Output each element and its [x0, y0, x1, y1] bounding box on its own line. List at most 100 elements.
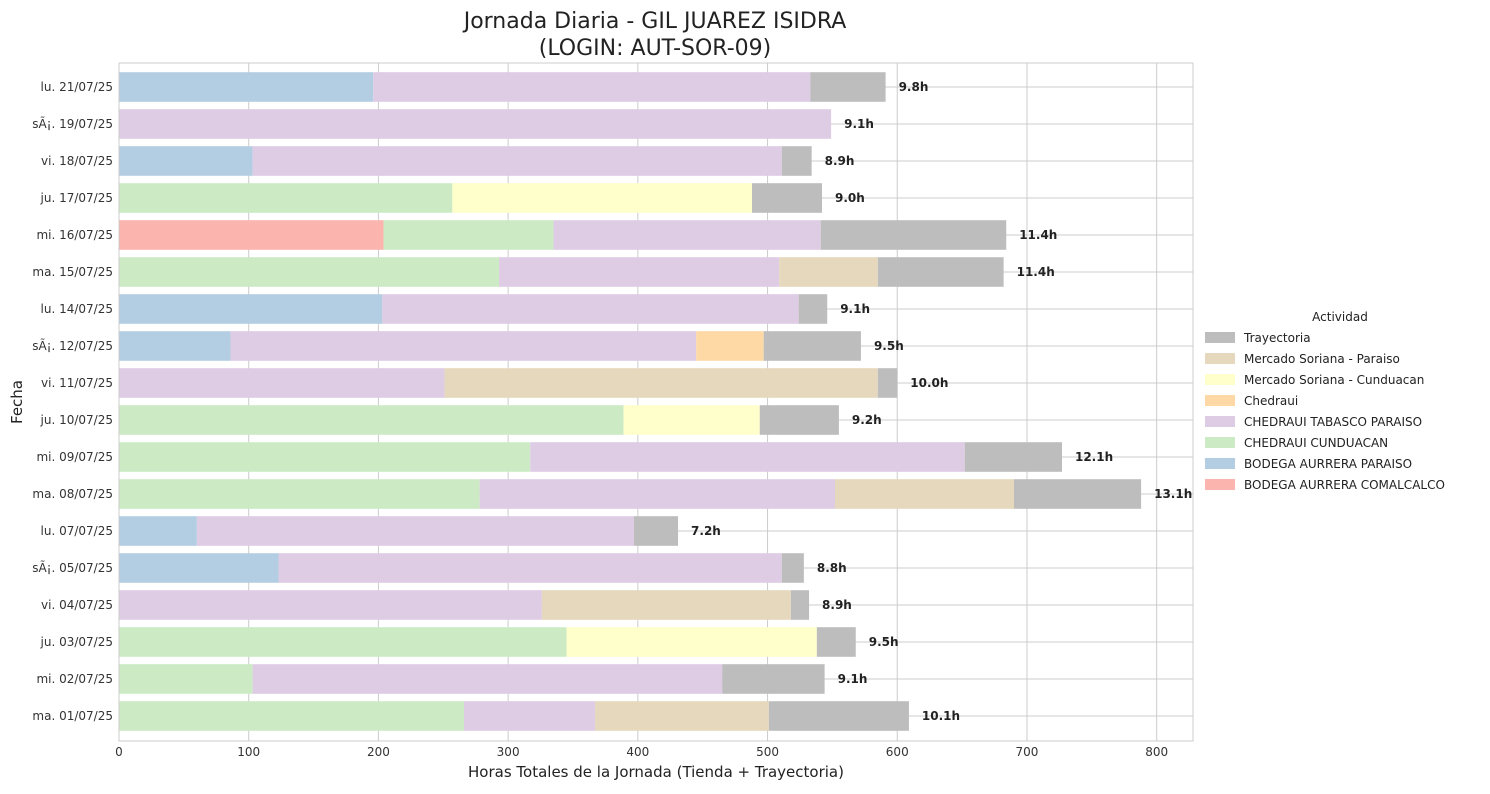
legend-label: CHEDRAUI CUNDUACAN: [1244, 436, 1388, 450]
bar-segment: [119, 331, 231, 361]
bar-segment: [119, 146, 253, 176]
y-tick-label: sÃ¡. 12/07/25: [32, 338, 113, 353]
bar-segment: [696, 331, 764, 361]
x-tick-label: 300: [497, 745, 520, 759]
bar-segment: [464, 701, 596, 731]
y-tick-label: vi. 11/07/25: [41, 376, 113, 390]
plot-frame: [118, 62, 1194, 742]
bar-segment: [444, 368, 878, 398]
x-tick-label: 800: [1145, 745, 1168, 759]
bar-segment: [119, 368, 445, 398]
x-tick-labels: 0 100 200 300 400 500 600 700 800: [115, 745, 1168, 759]
bar-total-label: 9.1h: [844, 117, 874, 131]
y-tick-label: vi. 18/07/25: [41, 154, 113, 168]
bar-total-label: 8.8h: [817, 561, 847, 575]
x-tick-label: 0: [115, 745, 123, 759]
bar-segment: [252, 146, 782, 176]
bar-segment: [763, 331, 861, 361]
bar-segment: [252, 664, 723, 694]
x-tick-label: 500: [756, 745, 779, 759]
bar-segment: [278, 553, 782, 583]
bar-segment: [119, 442, 531, 472]
y-tick-label: ma. 01/07/25: [32, 709, 113, 723]
y-tick-label: mi. 16/07/25: [36, 228, 113, 242]
x-axis-label: Horas Totales de la Jornada (Tienda + Tr…: [468, 763, 844, 781]
bar-segment: [373, 72, 811, 102]
bar-segment: [119, 183, 453, 213]
bar-segment: [541, 590, 791, 620]
bars-group: [119, 72, 1142, 731]
bar-segment: [798, 294, 828, 324]
bar-segment: [119, 590, 542, 620]
x-tick-label: 200: [367, 745, 390, 759]
bar-total-label: 11.4h: [1017, 265, 1055, 279]
bar-segment: [781, 146, 812, 176]
bar-total-label: 9.5h: [869, 635, 899, 649]
bar-segment: [499, 257, 780, 287]
total-labels-group: 9.8h 9.1h 8.9h 9.0h 11.4h 11.4h 9.1h 9.5h 10.0h 9…: [691, 80, 1192, 723]
bar-segment: [623, 405, 760, 435]
x-tick-label: 600: [886, 745, 909, 759]
bar-segment: [790, 590, 810, 620]
y-tick-label: ju. 10/07/25: [40, 413, 113, 427]
bar-total-label: 9.5h: [874, 339, 904, 353]
chart-title-line1: Jornada Diaria - GIL JUAREZ ISIDRA: [462, 9, 847, 34]
bar-segment: [119, 701, 465, 731]
y-tick-label: mi. 02/07/25: [36, 672, 113, 686]
bar-segment: [553, 220, 821, 250]
bar-segment: [119, 109, 832, 139]
bar-segment: [633, 516, 679, 546]
bar-segment: [595, 701, 769, 731]
bar-segment: [835, 479, 1014, 509]
bar-segment: [119, 553, 279, 583]
legend-swatch: [1205, 332, 1235, 343]
x-tick-label: 100: [237, 745, 260, 759]
legend-swatch: [1205, 416, 1235, 427]
bar-segment: [566, 627, 817, 657]
y-tick-label: ma. 08/07/25: [32, 487, 113, 501]
bar-segment: [877, 368, 898, 398]
bar-total-label: 8.9h: [825, 154, 855, 168]
y-tick-label: vi. 04/07/25: [41, 598, 113, 612]
bar-segment: [751, 183, 823, 213]
bar-segment: [816, 627, 856, 657]
bar-total-label: 9.0h: [835, 191, 865, 205]
bar-segment: [759, 405, 839, 435]
bar-total-label: 9.8h: [899, 80, 929, 94]
bar-segment: [119, 516, 197, 546]
bar-segment: [230, 331, 697, 361]
bar-total-label: 9.2h: [852, 413, 882, 427]
y-tick-label: sÃ¡. 05/07/25: [32, 560, 113, 575]
bar-segment: [382, 294, 799, 324]
bar-total-label: 12.1h: [1075, 450, 1113, 464]
bar-segment: [119, 664, 253, 694]
x-tick-label: 700: [1016, 745, 1039, 759]
legend-swatch: [1205, 458, 1235, 469]
bar-segment: [119, 294, 383, 324]
legend-swatch: [1205, 353, 1235, 364]
y-tick-label: sÃ¡. 19/07/25: [32, 116, 113, 131]
bar-segment: [119, 257, 500, 287]
bar-total-label: 9.1h: [838, 672, 868, 686]
bar-segment: [820, 220, 1007, 250]
bar-segment: [383, 220, 554, 250]
legend-swatch: [1205, 479, 1235, 490]
y-tick-label: ju. 03/07/25: [40, 635, 113, 649]
bar-segment: [196, 516, 634, 546]
legend-label: Trayectoria: [1243, 331, 1311, 345]
y-axis-label: Fecha: [8, 380, 26, 424]
bar-total-label: 7.2h: [691, 524, 721, 538]
legend-swatch: [1205, 374, 1235, 385]
x-tick-label: 400: [626, 745, 649, 759]
legend-title: Actividad: [1312, 310, 1368, 324]
bar-segment: [119, 479, 480, 509]
legend-label: Mercado Soriana - Cunduacan: [1244, 373, 1424, 387]
y-tick-label: lu. 14/07/25: [41, 302, 113, 316]
legend-label: Chedraui: [1244, 394, 1298, 408]
bar-total-label: 10.0h: [910, 376, 948, 390]
bar-total-label: 8.9h: [822, 598, 852, 612]
bar-segment: [479, 479, 835, 509]
legend-swatch: [1205, 437, 1235, 448]
